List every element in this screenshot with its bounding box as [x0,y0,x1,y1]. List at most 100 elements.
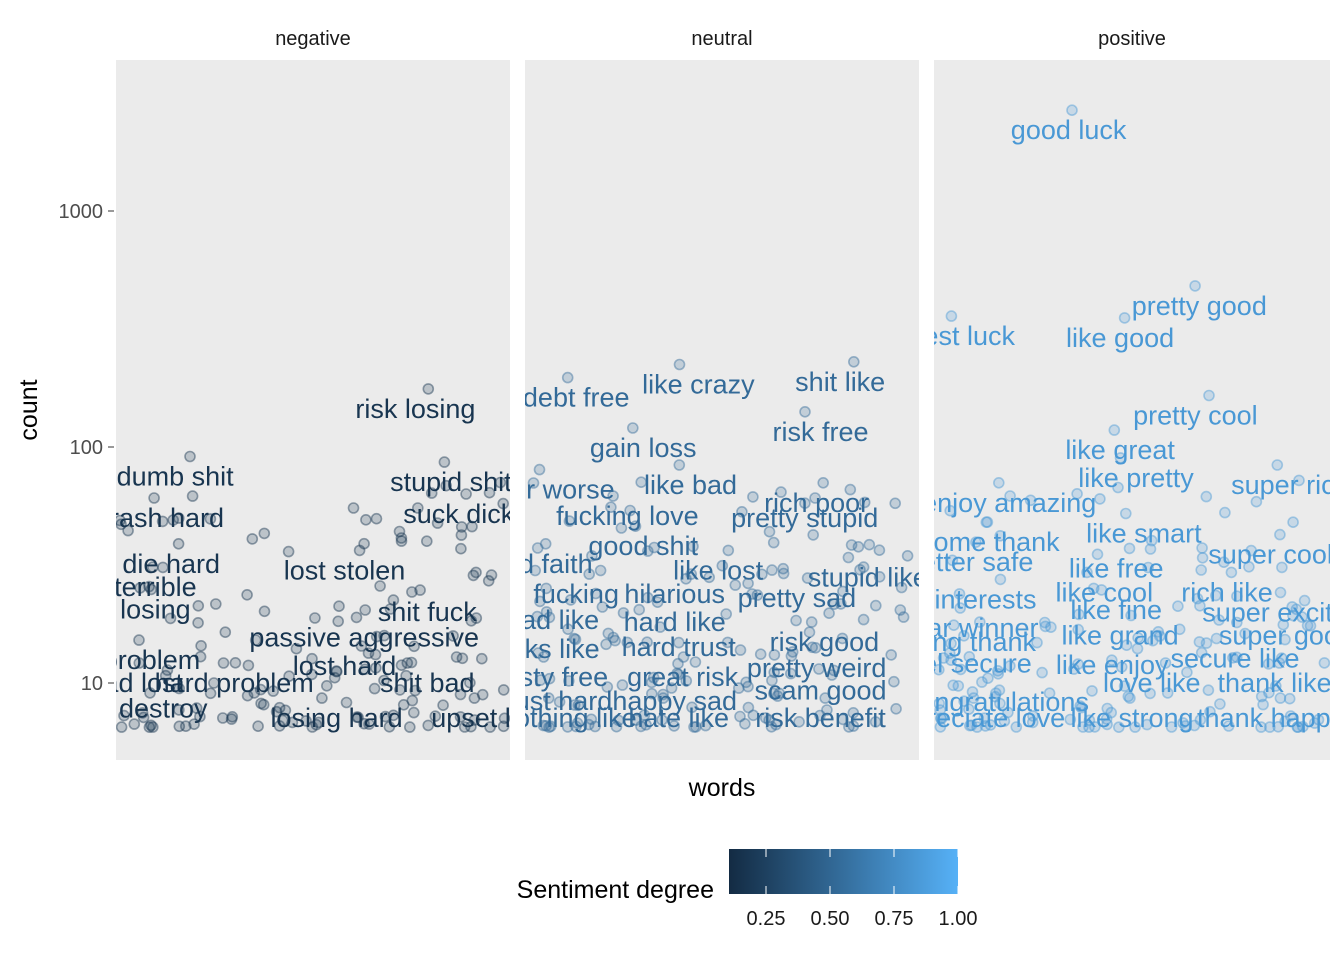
word-label: dumb shit [117,462,235,492]
word-label: like great [1065,435,1175,465]
legend-tick-0.50: 0.50 [811,908,850,930]
word-point [283,670,295,683]
word-label: like cool [1056,577,1154,607]
word-point [1210,589,1222,602]
word-point [145,719,157,732]
word-point [1318,657,1330,669]
word-point [429,710,442,723]
word-point [394,684,406,696]
word-point [641,636,653,649]
word-point [484,721,496,733]
word-point [1296,611,1308,623]
word-point [494,476,507,489]
word-point [159,669,172,682]
word-point [468,714,481,726]
word-point [464,676,476,689]
word-label: just hard [508,686,613,716]
points-positive [934,104,1330,734]
word-point [1145,534,1158,547]
word-point [1272,720,1284,733]
word-point [276,714,289,727]
word-point [1279,633,1291,646]
word-point [651,596,664,609]
word-point [145,583,157,596]
word-point [989,690,1002,703]
word-point [340,696,353,709]
word-point [680,675,693,687]
word-point [128,718,141,730]
word-point [612,714,625,727]
word-point [267,685,280,697]
word-point [241,588,253,601]
word-point [310,718,323,731]
word-point [1231,651,1243,664]
word-point [1083,721,1095,733]
word-point [897,611,910,623]
word-point [965,719,978,732]
word-point [610,720,623,733]
word-point [837,585,849,598]
word-label: bad like [506,605,599,635]
word-point [766,564,778,576]
word-point [844,483,857,496]
word-point [164,612,177,625]
word-point [393,525,406,538]
word-point [497,497,510,510]
word-label: welcome thank [879,527,1061,557]
word-label: nothing like [500,703,637,733]
word-point [665,682,678,694]
word-point [116,518,127,531]
word-point [647,671,660,684]
word-point [583,568,596,580]
word-point [553,696,566,708]
word-point [1074,700,1086,712]
word-point [192,616,204,629]
word-point [1274,586,1287,599]
word-point [747,709,760,722]
word-point [763,714,776,726]
word-point [1073,608,1085,621]
word-point [945,654,957,667]
word-point [885,649,898,661]
word-point [869,599,882,612]
word-point [246,533,259,545]
word-point [633,603,646,616]
word-point [210,598,222,610]
word-point [533,463,546,476]
word-point [1066,104,1078,116]
word-point [270,705,283,718]
word-point [1291,721,1304,733]
word-point [1181,666,1193,679]
word-point [837,713,849,726]
y-tick-label-100: 100 [70,437,103,459]
word-label: pretty sad [738,583,857,613]
word-point [687,540,699,553]
word-point [1004,660,1016,672]
word-point [470,566,482,579]
word-label: happy sad [612,686,737,716]
word-point [359,604,372,616]
word-point [476,688,489,701]
word-point [328,671,341,684]
word-point [953,588,966,600]
word-point [1173,623,1186,636]
word-point [273,720,286,732]
word-point [1123,542,1136,555]
word-point [1204,705,1216,718]
word-label: passive aggressive [249,622,479,652]
word-point [466,520,478,533]
word-point [403,721,416,733]
word-point [387,709,400,722]
word-point [465,720,477,733]
word-point [563,515,576,527]
word-point [455,521,468,533]
word-point [991,664,1004,677]
word-point [1077,721,1089,733]
word-point [306,721,319,733]
word-point [370,512,383,525]
word-point [482,574,495,587]
word-point [751,589,764,601]
word-point [809,641,822,654]
word-point [1081,566,1093,579]
panel-negative-background [116,60,510,760]
